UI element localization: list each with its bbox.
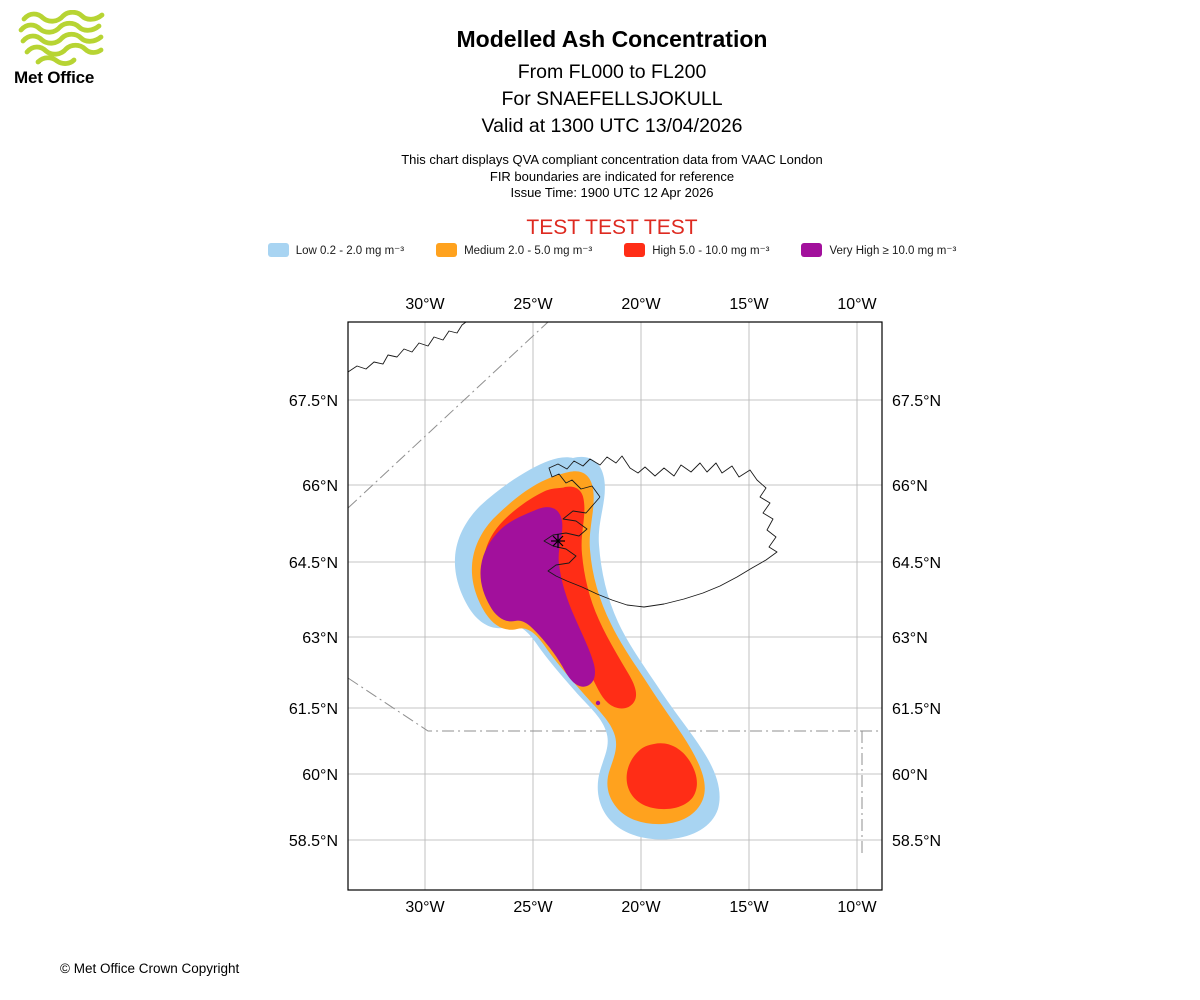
map-border <box>347 321 883 891</box>
ash-plume-contours <box>454 456 720 840</box>
greenland-coastline <box>347 321 467 373</box>
lat-label-right-4: 61.5°N <box>892 701 941 718</box>
lon-label-bottom-3: 15°W <box>729 899 769 916</box>
volcano-marker-icon <box>551 534 565 548</box>
legend-swatch-very-high <box>801 243 823 257</box>
lon-label-top-2: 20°W <box>621 296 661 313</box>
met-office-logo-text: Met Office <box>14 68 95 87</box>
lon-label-bottom-2: 20°W <box>621 899 661 916</box>
coastlines <box>347 321 778 608</box>
lat-label-left-3: 63°N <box>302 630 338 647</box>
lat-label-left-4: 61.5°N <box>289 701 338 718</box>
iceland-coastline <box>543 455 778 608</box>
chart-header: Modelled Ash Concentration From FL000 to… <box>12 24 1200 240</box>
legend-label-high: High 5.0 - 10.0 mg m⁻³ <box>652 245 770 257</box>
plume-very-high-speck <box>595 700 601 706</box>
chart-title: Modelled Ash Concentration <box>456 26 768 52</box>
lat-label-right-0: 67.5°N <box>892 393 941 410</box>
ash-map: 30°W 25°W 20°W 15°W 10°W 30°W 25°W 20°W … <box>289 296 941 916</box>
legend-label-very-high: Very High ≥ 10.0 mg m⁻³ <box>829 245 957 257</box>
lat-label-right-2: 64.5°N <box>892 555 941 572</box>
lat-label-left-6: 58.5°N <box>289 833 338 850</box>
legend-label-low: Low 0.2 - 2.0 mg m⁻³ <box>295 245 405 257</box>
legend-item-very-high: Very High ≥ 10.0 mg m⁻³ <box>801 243 956 257</box>
plume-very-high-contour <box>480 507 595 687</box>
lat-label-left-1: 66°N <box>302 478 338 495</box>
lon-label-top-3: 15°W <box>729 296 769 313</box>
lat-label-left-2: 64.5°N <box>289 555 338 572</box>
lon-label-bottom-0: 30°W <box>405 899 445 916</box>
copyright-notice: © Met Office Crown Copyright <box>60 961 240 976</box>
lat-label-right-1: 66°N <box>892 478 928 495</box>
legend-item-medium: Medium 2.0 - 5.0 mg m⁻³ <box>436 243 592 257</box>
legend-item-low: Low 0.2 - 2.0 mg m⁻³ <box>267 243 405 257</box>
issue-time: Issue Time: 1900 UTC 12 Apr 2026 <box>510 185 714 200</box>
lon-label-bottom-1: 25°W <box>513 899 553 916</box>
lat-label-right-6: 58.5°N <box>892 833 941 850</box>
flight-level-range: From FL000 to FL200 <box>517 61 707 83</box>
legend-swatch-high <box>624 243 646 257</box>
lon-label-top-0: 30°W <box>405 296 445 313</box>
lon-label-bottom-4: 10°W <box>837 899 877 916</box>
valid-time: Valid at 1300 UTC 13/04/2026 <box>481 115 743 137</box>
plume-high-contour-south <box>626 743 697 810</box>
legend-swatch-low <box>267 243 289 257</box>
qva-note: This chart displays QVA compliant concen… <box>401 152 823 167</box>
lat-label-right-3: 63°N <box>892 630 928 647</box>
lat-label-right-5: 60°N <box>892 767 928 784</box>
legend: Low 0.2 - 2.0 mg m⁻³ Medium 2.0 - 5.0 mg… <box>12 243 1200 257</box>
fir-note: FIR boundaries are indicated for referen… <box>489 168 735 184</box>
map-container: 30°W 25°W 20°W 15°W 10°W 30°W 25°W 20°W … <box>270 280 970 930</box>
met-office-logo: Met Office <box>14 10 134 88</box>
lon-label-top-1: 25°W <box>513 296 553 313</box>
test-banner: TEST TEST TEST <box>526 215 698 239</box>
fir-boundary-lines <box>347 321 880 857</box>
legend-item-high: High 5.0 - 10.0 mg m⁻³ <box>624 243 769 257</box>
legend-label-medium: Medium 2.0 - 5.0 mg m⁻³ <box>464 245 593 257</box>
lon-label-top-4: 10°W <box>837 296 877 313</box>
legend-swatch-medium <box>436 243 458 257</box>
chart-notes: This chart displays QVA compliant concen… <box>12 152 1200 202</box>
volcano-name: For SNAEFELLSJOKULL <box>501 88 723 110</box>
lat-label-left-0: 67.5°N <box>289 393 338 410</box>
met-office-waves-icon <box>18 10 105 66</box>
lat-label-left-5: 60°N <box>302 767 338 784</box>
